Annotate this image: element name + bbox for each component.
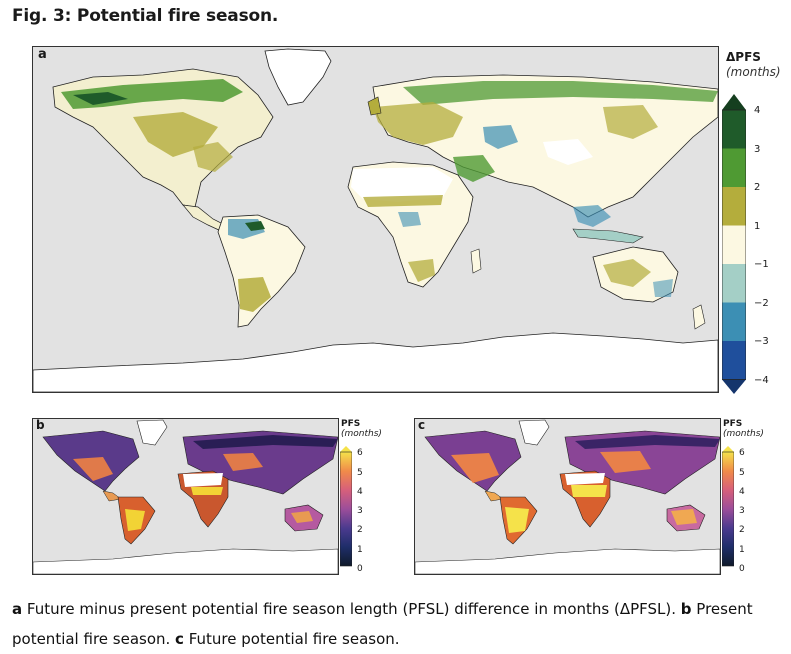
uk-ireland	[367, 96, 382, 116]
colorbar-c-tick: 4	[739, 487, 745, 497]
colorbar-b-unit: (months)	[341, 429, 382, 439]
colorbar-b-title: PFS (months)	[341, 419, 382, 439]
map-panel-b	[32, 418, 339, 575]
colorbar-c-tick: 5	[739, 468, 745, 478]
colorbar-a-tick: 4	[754, 105, 761, 116]
map-panel-c	[414, 418, 721, 575]
world-map-future-pfs	[415, 419, 720, 574]
colorbar-b-tick: 2	[357, 525, 363, 535]
figure-title: Fig. 3: Potential fire season.	[12, 6, 279, 26]
caption-b-label: b	[680, 600, 692, 618]
colorbar-a-bin-4	[722, 225, 746, 264]
colorbar-a-tick: 3	[754, 144, 761, 155]
europe-olive	[373, 102, 463, 145]
australia-blue	[653, 279, 673, 297]
colorbar-c-tick: 3	[739, 506, 745, 516]
colorbar-c-tick: 1	[739, 545, 745, 555]
indonesia-islands	[572, 228, 644, 244]
colorbar-a-tick: 2	[754, 182, 761, 193]
colorbar-a-tick: −1	[754, 259, 769, 270]
na-olive-east	[193, 142, 233, 172]
central-africa-blue	[398, 212, 421, 227]
colorbar-c-title-text: PFS	[723, 419, 743, 429]
caption-a-label: a	[12, 600, 23, 618]
colorbar-b-title-text: PFS	[341, 419, 361, 429]
southern-africa-olive	[408, 259, 435, 282]
colorbar-c-tick: 2	[739, 525, 745, 535]
australia-olive	[603, 259, 651, 287]
colorbar-a-unit: (months)	[726, 65, 781, 79]
colorbar-b-tick: 6	[357, 448, 363, 458]
se-asia-blue	[573, 205, 611, 227]
colorbar-b-tick: 0	[357, 564, 363, 574]
colorbar-c-unit: (months)	[723, 429, 764, 439]
colorbar-a-bin-7	[722, 341, 746, 380]
colorbar-b-tick: 5	[357, 468, 363, 478]
colorbar-a-bin-1	[722, 110, 746, 149]
world-map-delta-pfs	[33, 47, 718, 392]
colorbar-a-arrow-top	[722, 94, 746, 110]
sa-olive-south	[238, 277, 271, 312]
caption-c-label: c	[175, 630, 184, 648]
colorbar-a-title-text: ΔPFS	[726, 50, 761, 64]
sa-darkgreen-north	[245, 221, 265, 231]
colorbar-a-tick: −2	[754, 298, 769, 309]
panel-c-label: c	[418, 418, 426, 432]
colorbar-b-tick: 1	[357, 545, 363, 555]
colorbar-a-bin-5	[722, 264, 746, 303]
new-zealand	[692, 304, 706, 330]
colorbar-c-tick: 6	[739, 448, 745, 458]
eurasia-boreal-green	[403, 81, 718, 105]
himalaya-white	[543, 139, 593, 165]
sahara-white	[351, 167, 453, 202]
colorbar-c-tick: 0	[739, 564, 745, 574]
figure-caption: a Future minus present potential fire se…	[12, 594, 782, 654]
caption-c-text: Future potential fire season.	[183, 630, 400, 648]
na-olive-patches	[133, 112, 218, 157]
antarctica-landmass	[33, 332, 718, 392]
colorbar-b-tick: 4	[357, 487, 363, 497]
madagascar	[470, 248, 482, 274]
caption-b-text: Present potential fire season.	[12, 600, 753, 648]
caption-a-text: Future minus present potential fire seas…	[22, 600, 681, 618]
colorbar-a-tick: −4	[754, 375, 769, 386]
colorbar-c-title: PFS (months)	[723, 419, 764, 439]
colorbar-c	[722, 446, 734, 567]
world-map-present-pfs	[33, 419, 338, 574]
map-panel-a	[32, 46, 719, 393]
colorbar-a-arrow-bottom	[722, 379, 746, 394]
colorbar-a-bin-6	[722, 302, 746, 341]
panel-a-label: a	[38, 47, 47, 62]
colorbar-a-tick: −3	[754, 336, 769, 347]
colorbar-a-bin-2	[722, 148, 746, 187]
colorbar-b	[340, 446, 352, 567]
colorbar-a	[722, 94, 746, 394]
colorbar-a-bin-3	[722, 187, 746, 226]
panel-b-label: b	[36, 418, 45, 432]
east-asia-olive	[603, 105, 658, 139]
na-boreal-dark	[73, 92, 128, 105]
colorbar-a-tick: 1	[754, 221, 761, 232]
sahel-olive	[363, 195, 443, 207]
colorbar-a-title: ΔPFS (months)	[726, 50, 781, 80]
greenland-landmass	[264, 48, 332, 106]
central-asia-blue	[483, 125, 518, 149]
colorbar-b-tick: 3	[357, 506, 363, 516]
middle-east-green	[453, 155, 495, 182]
